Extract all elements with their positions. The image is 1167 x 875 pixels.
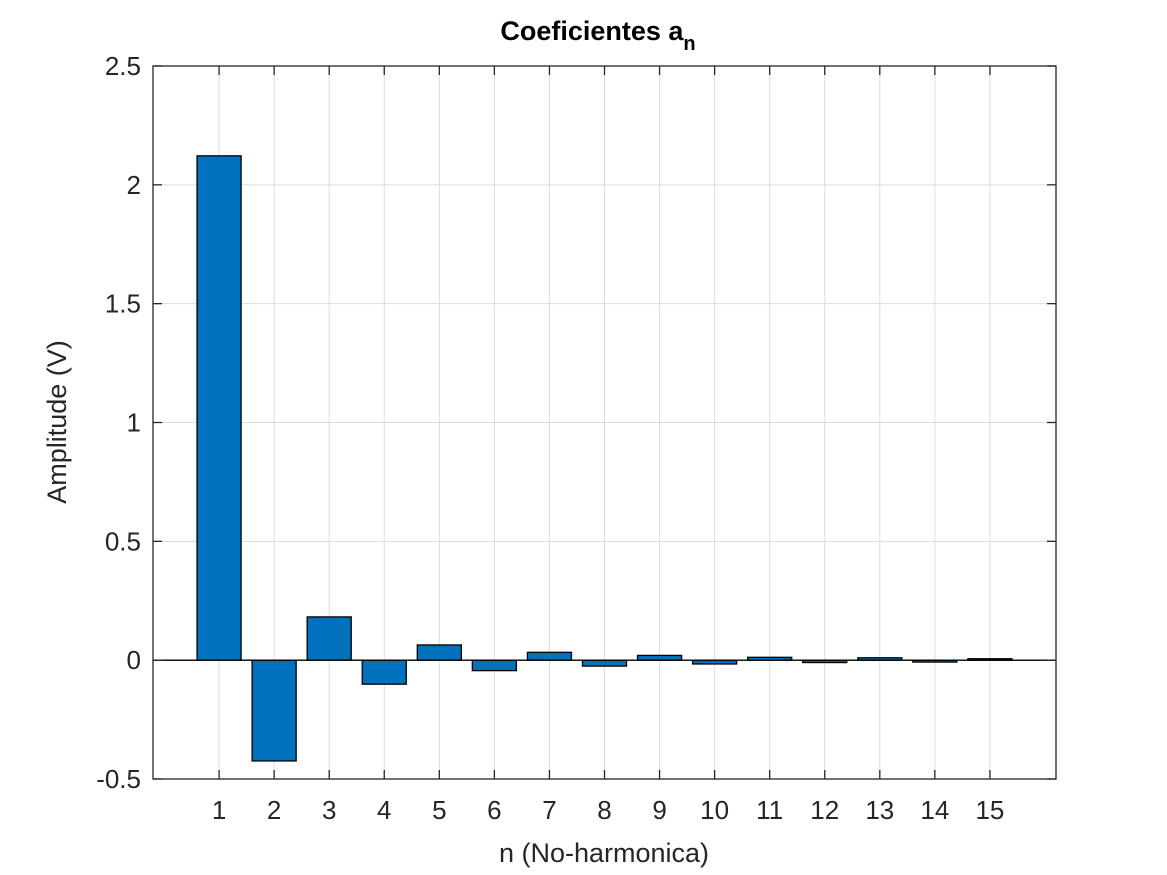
y-tick-labels: -0.5 0 0.5 1 1.5 2 2.5 xyxy=(96,51,141,794)
y-tick-label: 0 xyxy=(127,645,141,675)
chart-title-main: Coeficientes a xyxy=(500,16,684,46)
ticks-layer xyxy=(153,65,1056,780)
bar-n3 xyxy=(306,616,352,661)
x-tick-label: 12 xyxy=(810,795,839,825)
chart-title: Coeficientes an xyxy=(500,16,695,55)
x-tick-label: 2 xyxy=(267,795,281,825)
x-tick-label: 11 xyxy=(756,795,783,825)
y-axis-label: Amplitude (V) xyxy=(42,340,72,504)
y-tick-label: 2 xyxy=(127,170,141,200)
bar-n8 xyxy=(581,659,628,667)
x-tick-label: 6 xyxy=(487,795,501,825)
bar-n1 xyxy=(196,155,242,661)
x-tick-label: 15 xyxy=(975,795,1004,825)
y-tick-label: -0.5 xyxy=(96,764,141,794)
bar-n2 xyxy=(251,659,297,762)
y-tick-label: 1 xyxy=(127,408,141,438)
bar-n5 xyxy=(416,644,462,661)
bar-n9 xyxy=(636,654,683,661)
bars-layer xyxy=(196,155,1013,762)
x-tick-label: 10 xyxy=(700,795,729,825)
chart-title-subscript: n xyxy=(683,33,695,55)
bar-n6 xyxy=(471,659,518,672)
x-tick-label: 3 xyxy=(322,795,336,825)
x-tick-label: 13 xyxy=(865,795,894,825)
x-tick-label: 7 xyxy=(542,795,556,825)
x-tick-labels: 1 2 3 4 5 6 7 8 9 10 11 12 13 14 15 xyxy=(212,795,1005,825)
bar-n7 xyxy=(526,651,573,661)
x-tick-label: 5 xyxy=(432,795,446,825)
y-tick-label: 1.5 xyxy=(105,289,141,319)
x-tick-label: 4 xyxy=(377,795,391,825)
y-tick-label: 0.5 xyxy=(105,526,141,556)
x-axis-label: n (No-harmonica) xyxy=(499,838,709,868)
x-tick-label: 9 xyxy=(652,795,666,825)
y-tick-label: 2.5 xyxy=(105,51,141,81)
x-tick-label: 1 xyxy=(212,795,226,825)
bar-n4 xyxy=(361,659,407,685)
x-tick-label: 14 xyxy=(920,795,949,825)
x-tick-label: 8 xyxy=(597,795,611,825)
